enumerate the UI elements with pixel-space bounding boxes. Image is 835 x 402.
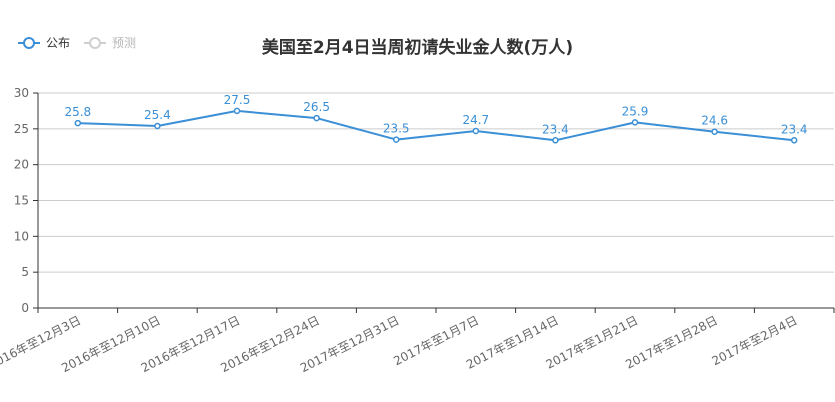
data-point <box>790 137 798 144</box>
data-point <box>392 136 400 143</box>
y-tick-label: 0 <box>21 301 29 315</box>
data-label: 23.4 <box>781 122 808 136</box>
data-label: 25.9 <box>622 104 649 118</box>
y-tick-label: 30 <box>14 86 29 100</box>
data-point <box>472 127 480 135</box>
y-tick-label: 15 <box>14 194 29 208</box>
y-tick-label: 10 <box>14 229 29 243</box>
legend-item-forecast[interactable]: 预测 <box>84 34 136 51</box>
data-label: 27.5 <box>224 93 251 107</box>
y-tick-label: 25 <box>14 122 29 136</box>
data-label: 23.5 <box>383 122 410 136</box>
data-point <box>313 114 320 122</box>
data-label: 24.7 <box>462 113 489 127</box>
data-label: 25.8 <box>64 105 91 119</box>
legend-marker-icon <box>84 36 107 49</box>
legend: 公布 预测 <box>18 34 136 51</box>
data-point <box>631 119 639 126</box>
data-point <box>233 107 241 115</box>
chart-title: 美国至2月4日当周初请失业金人数(万人) <box>261 38 574 58</box>
legend-label: 预测 <box>112 36 137 50</box>
legend-item-published[interactable]: 公布 <box>18 34 70 51</box>
series-line <box>77 109 795 142</box>
data-label: 23.4 <box>542 122 569 136</box>
data-label: 25.4 <box>144 108 171 122</box>
data-label: 24.6 <box>701 114 728 128</box>
y-tick-label: 20 <box>14 158 29 172</box>
data-label: 26.5 <box>303 100 330 114</box>
data-point <box>711 128 718 135</box>
x-tick-label: 2017年至2月4日 <box>710 313 800 368</box>
legend-marker-icon <box>18 36 40 49</box>
data-point <box>552 137 559 144</box>
legend-label: 公布 <box>46 36 71 50</box>
data-point <box>74 119 82 127</box>
data-point <box>154 122 161 130</box>
y-tick-label: 5 <box>21 265 29 279</box>
